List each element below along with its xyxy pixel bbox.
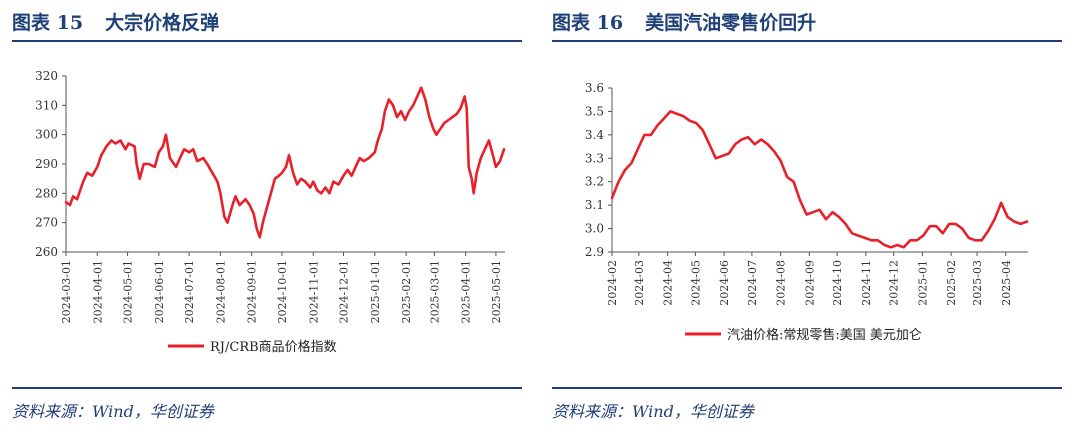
y-tick-label: 3.5 <box>585 104 604 118</box>
y-tick-label: 3.0 <box>585 222 604 236</box>
y-tick-label: 300 <box>35 128 58 142</box>
x-tick-label: 2024-06 <box>718 260 731 306</box>
x-tick-label: 2024-05 <box>689 260 702 306</box>
y-tick-label: 270 <box>35 216 58 230</box>
x-tick-label: 2025-04-01 <box>460 260 473 323</box>
figure-title-text: 美国汽油零售价回升 <box>645 12 817 34</box>
x-tick-label: 2025-02 <box>945 260 958 306</box>
series-line <box>64 86 506 239</box>
x-tick-label: 2024-08-01 <box>214 260 227 323</box>
chart-panel-left: 图表 15 大宗价格反弹 260 270 280 290 300 310 320 2024-03… <box>12 8 522 421</box>
x-tick-label: 2024-04-01 <box>91 260 104 323</box>
figure-title: 图表 16 美国汽油零售价回升 <box>552 8 816 35</box>
y-tick-label: 290 <box>35 157 58 171</box>
x-tick-label: 2024-11-01 <box>307 260 320 323</box>
source-rule <box>12 387 522 389</box>
figure-title-text: 大宗价格反弹 <box>105 12 220 34</box>
y-tick-label: 260 <box>35 245 58 259</box>
y-tick-label: 3.3 <box>585 151 604 165</box>
x-tick-label: 2024-12 <box>888 260 901 306</box>
figure-number: 图表 15 <box>12 12 84 34</box>
title-rule <box>12 40 522 42</box>
x-tick-label: 2024-03-01 <box>60 260 73 323</box>
x-tick-label: 2024-09-01 <box>246 260 259 323</box>
legend-label: RJ/CRB商品价格指数 <box>210 339 337 355</box>
y-tick-label: 280 <box>35 186 58 200</box>
legend-label: 汽油价格:常规零售:美国 美元加仑 <box>727 327 922 343</box>
y-tick-label: 3.2 <box>585 175 604 189</box>
x-tick-label: 2024-03 <box>633 260 646 306</box>
source-note: 资料来源：Wind，华创证券 <box>12 402 214 421</box>
line-chart-gasoline: 2.9 3.0 3.1 3.2 3.3 3.4 3.5 3.6 2024-02 2024-03 20… <box>585 81 1029 343</box>
line-chart-crb: 260 270 280 290 300 310 320 2024-03-01 2024-04-0… <box>35 69 506 355</box>
x-tick-label: 2024-07-01 <box>183 260 196 323</box>
x-tick-label: 2024-08 <box>775 260 788 306</box>
x-tick-label: 2025-04 <box>1000 260 1013 306</box>
title-rule <box>552 40 1062 42</box>
x-tick-label: 2025-05-01 <box>490 260 503 323</box>
x-tick-label: 2024-10 <box>831 260 844 306</box>
source-rule <box>552 387 1062 389</box>
x-tick-label: 2024-10-01 <box>276 260 289 323</box>
x-tick-label: 2024-06-01 <box>153 260 166 323</box>
x-tick-label: 2024-07 <box>746 260 759 306</box>
y-tick-label: 3.6 <box>585 81 604 95</box>
x-tick-label: 2024-11 <box>860 260 873 306</box>
x-tick-label: 2024-09 <box>803 260 816 306</box>
chart-panel-right: 图表 16 美国汽油零售价回升 2.9 3.0 3.1 3.2 3.3 3.4 3.5 3.6 2… <box>540 0 1080 432</box>
x-tick-label: 2025-02-01 <box>400 260 413 323</box>
x-tick-label: 2024-12-01 <box>338 260 351 323</box>
x-tick-label: 2024-04 <box>662 260 675 306</box>
figure-number: 图表 16 <box>552 12 624 34</box>
x-tick-label: 2024-05-01 <box>122 260 135 323</box>
y-tick-label: 3.4 <box>585 128 604 142</box>
y-tick-label: 3.1 <box>585 198 604 212</box>
x-tick-label: 2025-03-01 <box>428 260 441 323</box>
x-tick-label: 2024-02 <box>606 260 619 306</box>
source-note: 资料来源：Wind，华创证券 <box>552 402 754 421</box>
series-line <box>610 110 1029 249</box>
y-tick-label: 320 <box>35 69 58 83</box>
x-tick-label: 2025-01-01 <box>369 260 382 323</box>
x-tick-label: 2025-03 <box>971 260 984 306</box>
y-tick-label: 2.9 <box>585 245 604 259</box>
y-tick-label: 310 <box>35 98 58 112</box>
figure-title: 图表 15 大宗价格反弹 <box>12 8 219 35</box>
x-tick-label: 2025-01 <box>916 260 929 306</box>
